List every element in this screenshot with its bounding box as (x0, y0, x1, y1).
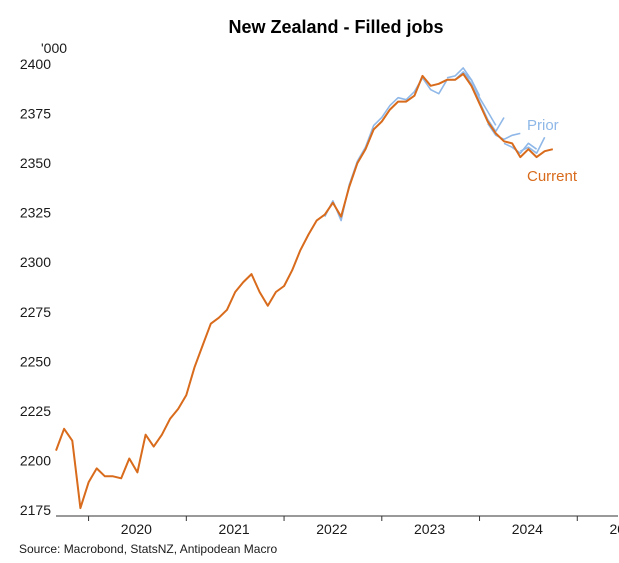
y-tick-label: 2375 (20, 106, 51, 122)
y-tick-label: 2200 (20, 452, 51, 468)
x-tick-label: 2020 (121, 521, 152, 537)
current-series (55, 72, 554, 510)
y-tick-label: 2400 (20, 56, 51, 72)
y-tick-label: 2350 (20, 155, 51, 171)
x-tick-label: 2022 (316, 521, 347, 537)
axes: 2175 2200 2225 2250 2275 2300 2325 2350 2375 2400… (20, 56, 619, 537)
prior-vintage-line (324, 71, 481, 222)
x-tick-label: 2024 (512, 521, 543, 537)
prior-vintage-line (462, 71, 505, 133)
y-tick-label: 2225 (20, 403, 51, 419)
prior-vintage-line (503, 142, 538, 154)
current-series-label: Current (527, 168, 578, 185)
current-line (55, 72, 554, 510)
prior-vintage-line (519, 136, 546, 154)
prior-vintage-line (487, 122, 521, 141)
x-tick-label: 2025 (609, 521, 619, 537)
source-note: Source: Macrobond, StatsNZ, Antipodean M… (19, 542, 277, 556)
prior-vintage-line (446, 67, 497, 126)
series-labels: Prior Current (527, 117, 578, 185)
chart-title: New Zealand - Filled jobs (228, 17, 443, 37)
prior-series-label: Prior (527, 117, 559, 134)
y-tick-label: 2175 (20, 502, 51, 518)
x-tick-label: 2023 (414, 521, 445, 537)
y-axis-unit-label: '000 (41, 40, 67, 56)
x-tick-label: 2021 (219, 521, 250, 537)
y-tick-label: 2250 (20, 353, 51, 369)
y-tick-label: 2325 (20, 205, 51, 221)
y-tick-label: 2275 (20, 304, 51, 320)
y-tick-label: 2300 (20, 254, 51, 270)
